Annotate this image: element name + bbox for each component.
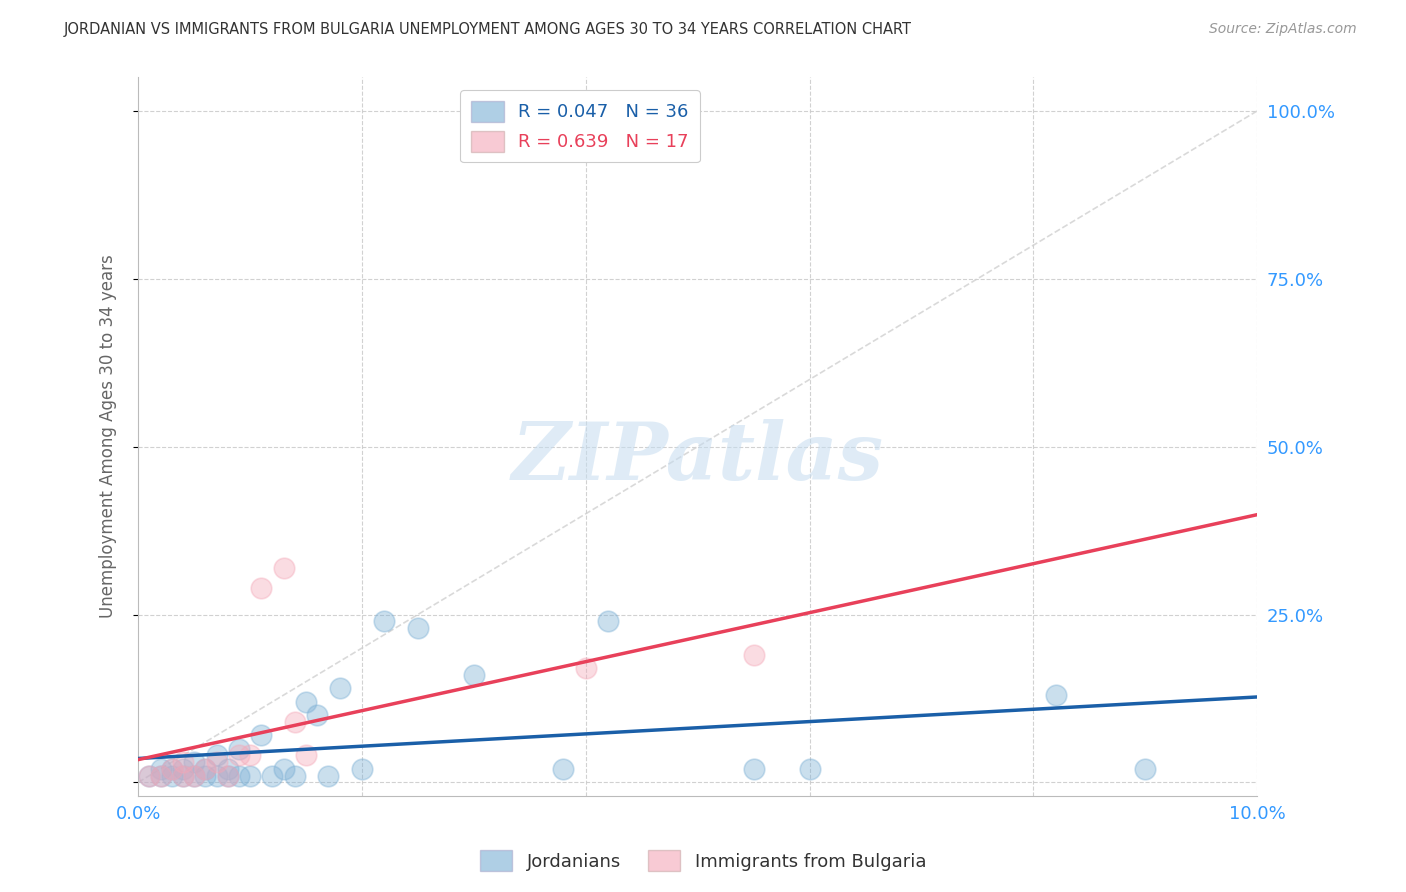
Point xyxy=(463,668,485,682)
Point xyxy=(307,708,329,723)
Text: Source: ZipAtlas.com: Source: ZipAtlas.com xyxy=(1209,22,1357,37)
Text: ZIPatlas: ZIPatlas xyxy=(512,419,884,497)
Point xyxy=(598,614,620,628)
Point xyxy=(217,769,239,783)
Y-axis label: Unemployment Among Ages 30 to 34 years: Unemployment Among Ages 30 to 34 years xyxy=(100,255,117,618)
Point xyxy=(742,648,765,662)
Point xyxy=(149,762,172,776)
Point xyxy=(273,560,295,574)
Point xyxy=(1133,762,1156,776)
Point xyxy=(194,769,217,783)
Point xyxy=(262,769,284,783)
Point xyxy=(228,769,250,783)
Legend: R = 0.047   N = 36, R = 0.639   N = 17: R = 0.047 N = 36, R = 0.639 N = 17 xyxy=(461,90,700,162)
Point xyxy=(205,755,228,769)
Point xyxy=(183,769,205,783)
Point xyxy=(205,769,228,783)
Point xyxy=(228,748,250,763)
Legend: Jordanians, Immigrants from Bulgaria: Jordanians, Immigrants from Bulgaria xyxy=(472,843,934,879)
Point xyxy=(553,762,575,776)
Point xyxy=(160,769,183,783)
Point xyxy=(172,769,194,783)
Point xyxy=(318,769,340,783)
Point xyxy=(250,728,273,742)
Point xyxy=(799,762,821,776)
Point xyxy=(217,769,239,783)
Point xyxy=(295,748,318,763)
Point xyxy=(742,762,765,776)
Point xyxy=(172,769,194,783)
Point xyxy=(138,769,160,783)
Point xyxy=(160,762,183,776)
Point xyxy=(284,769,307,783)
Point xyxy=(138,769,160,783)
Point xyxy=(149,769,172,783)
Point xyxy=(194,762,217,776)
Point xyxy=(295,695,318,709)
Point xyxy=(172,755,194,769)
Point xyxy=(406,621,429,635)
Point xyxy=(205,748,228,763)
Point xyxy=(284,714,307,729)
Point xyxy=(239,769,262,783)
Point xyxy=(239,748,262,763)
Point xyxy=(172,762,194,776)
Point xyxy=(1045,688,1067,702)
Point xyxy=(250,581,273,595)
Point xyxy=(194,762,217,776)
Point xyxy=(273,762,295,776)
Point xyxy=(217,762,239,776)
Point xyxy=(149,769,172,783)
Point xyxy=(373,614,395,628)
Point xyxy=(160,762,183,776)
Point xyxy=(575,661,598,675)
Text: JORDANIAN VS IMMIGRANTS FROM BULGARIA UNEMPLOYMENT AMONG AGES 30 TO 34 YEARS COR: JORDANIAN VS IMMIGRANTS FROM BULGARIA UN… xyxy=(63,22,911,37)
Point xyxy=(350,762,373,776)
Point xyxy=(329,681,352,696)
Point xyxy=(228,741,250,756)
Point xyxy=(183,755,205,769)
Point xyxy=(183,769,205,783)
